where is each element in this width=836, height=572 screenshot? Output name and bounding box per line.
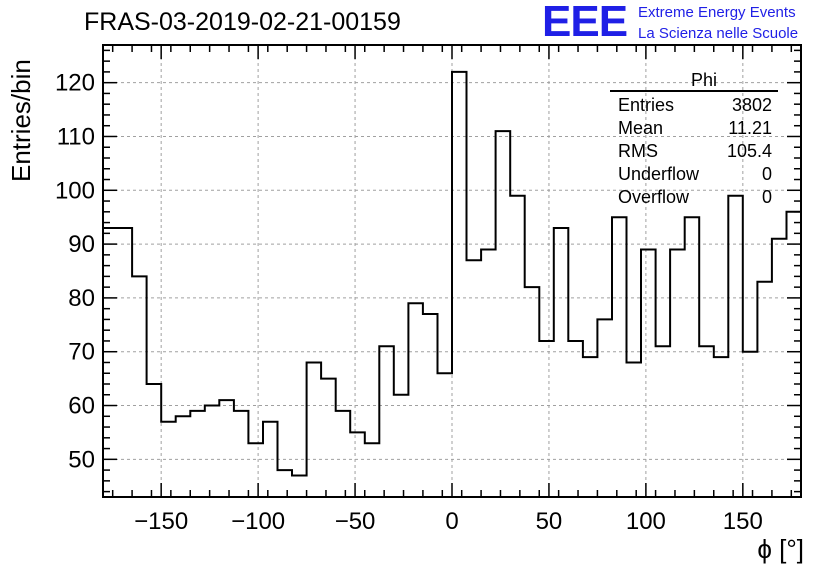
stats-value: 0 — [761, 164, 772, 184]
histogram-outline — [103, 70, 801, 477]
plot-frame — [102, 44, 802, 498]
stats-label: Mean — [618, 118, 664, 138]
x-tick-label: −150 — [134, 508, 188, 535]
stats-row-underflow: Underflow 0 — [610, 163, 778, 186]
stats-label: Overflow — [618, 187, 690, 207]
x-tick-label: −100 — [231, 508, 285, 535]
y-tick-label: 90 — [68, 231, 95, 258]
stats-row-rms: RMS 105.4 — [610, 140, 778, 163]
y-tick-label: 60 — [68, 393, 95, 420]
stats-divider — [610, 90, 778, 92]
stats-value: 0 — [761, 187, 772, 207]
axis-ticks: −150 −100 −50 0 50 100 150 50 60 70 80 90 100 110 120 — [55, 45, 801, 535]
stats-value: 11.21 — [728, 118, 772, 138]
y-tick-label: 50 — [68, 446, 95, 473]
x-tick-label: 0 — [445, 508, 458, 535]
y-tick-label: 100 — [55, 177, 95, 204]
stats-histogram-name: Phi — [690, 70, 717, 90]
y-tick-label: 80 — [68, 285, 95, 312]
stats-label: Entries — [618, 95, 675, 115]
logo-line-2: La Scienza nelle Scuole — [638, 25, 799, 42]
stats-box: Phi Entries 3802 Mean 11.21 RMS 105.4 Un… — [610, 70, 778, 209]
x-tick-label: 50 — [536, 508, 563, 535]
stats-label: Underflow — [618, 164, 700, 184]
x-tick-label: −50 — [335, 508, 376, 535]
x-tick-label: 100 — [626, 508, 666, 535]
y-tick-label: 120 — [55, 70, 95, 97]
stats-value: 3802 — [731, 95, 772, 115]
y-tick-label: 70 — [68, 339, 95, 366]
stats-row-entries: Entries 3802 — [610, 94, 778, 117]
stats-value: 105.4 — [726, 141, 772, 161]
y-tick-label: 110 — [57, 123, 95, 150]
chart-title: FRAS-03-2019-02-21-00159 — [84, 8, 401, 36]
stats-label: RMS — [618, 141, 658, 161]
stats-row-mean: Mean 11.21 — [610, 117, 778, 140]
stats-row-overflow: Overflow 0 — [610, 186, 778, 209]
x-axis-label: ϕ [°] — [757, 534, 804, 564]
y-axis-label: Entries/bin — [6, 59, 36, 182]
x-tick-label: 150 — [723, 508, 763, 535]
eee-logo: EEE — [542, 0, 628, 46]
logo-line-1: Extreme Energy Events — [638, 4, 796, 21]
